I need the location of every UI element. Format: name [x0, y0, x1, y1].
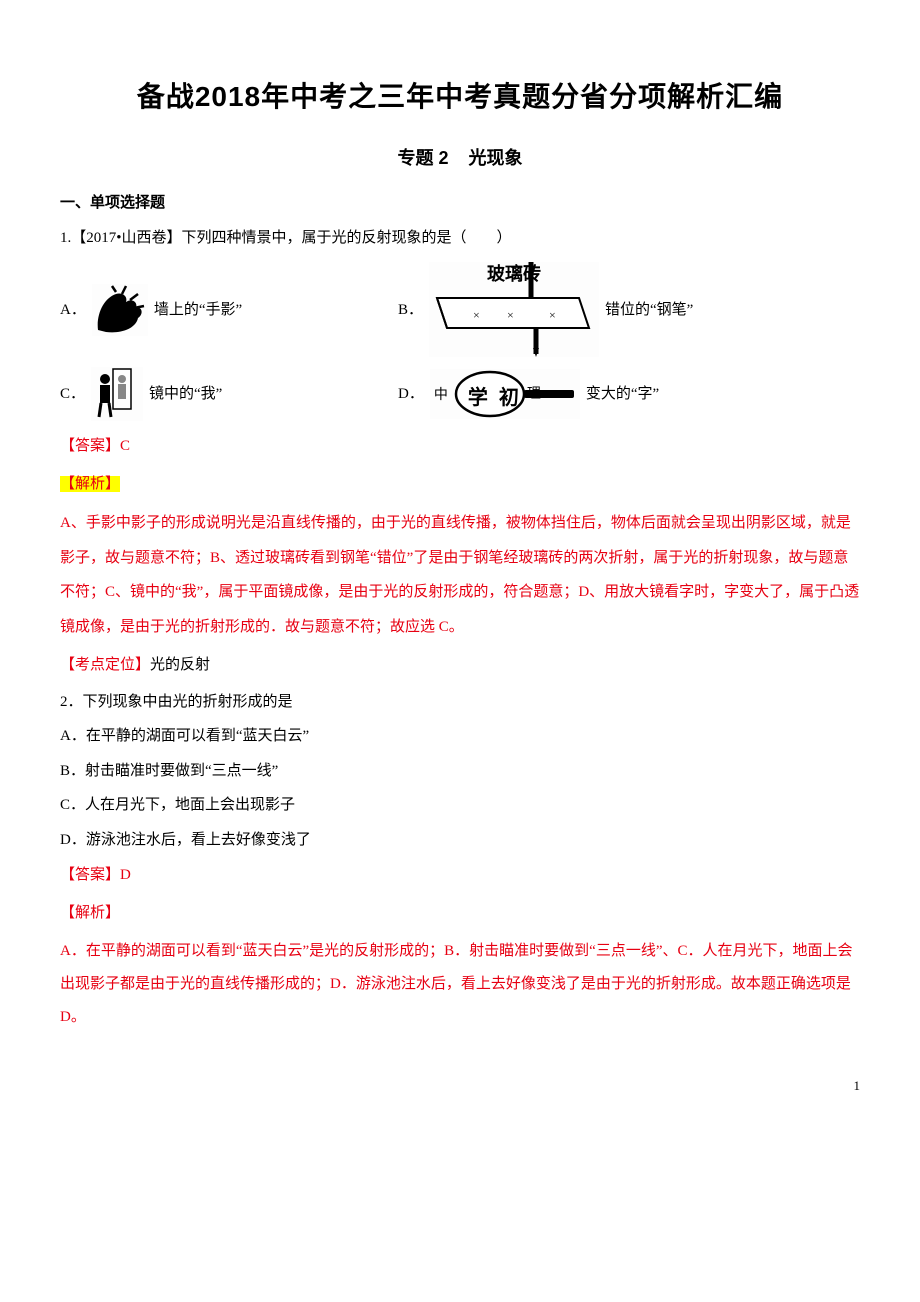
magnifier-icon: 中 学 初 理 [430, 369, 580, 419]
q1-analysis-label: 【解析】 [60, 476, 120, 492]
svg-text:×: × [507, 308, 514, 322]
glass-brick-icon: 玻璃砖 × × × [429, 262, 599, 357]
q1-options-row-1: A． 墙上的“手影” B． 玻璃砖 × × × 错位的“钢笔” [60, 262, 860, 357]
q2-analysis-text: A．在平静的湖面可以看到“蓝天白云”是光的反射形成的；B．射击瞄准时要做到“三点… [60, 935, 860, 1034]
q1-analysis-text: A、手影中影子的形成说明光是沿直线传播的，由于光的直线传播，被物体挡住后，物体后… [60, 506, 860, 644]
q1-analysis-label-wrap: 【解析】 [60, 469, 860, 501]
q1-optC: C． 镜中的“我” [60, 367, 390, 421]
mag-center-chars: 学 初 [468, 379, 522, 417]
q1-optA: A． 墙上的“手影” [60, 284, 390, 336]
section-heading: 一、单项选择题 [60, 189, 860, 218]
opt-letter-c: C． [60, 380, 85, 409]
opt-letter-a: A． [60, 296, 86, 325]
q1-answer: 【答案】C [60, 431, 860, 463]
q2-analysis-label: 【解析】 [60, 898, 860, 930]
q1-optD-desc: 变大的“字” [586, 380, 659, 409]
sub-title-prefix: 专题 2 [397, 148, 448, 168]
opt-letter-d: D． [398, 380, 424, 409]
q1-optC-desc: 镜中的“我” [149, 380, 222, 409]
svg-text:×: × [549, 308, 556, 322]
q1-optB: B． 玻璃砖 × × × 错位的“钢笔” [398, 262, 860, 357]
q1-point-text: 光的反射 [150, 657, 210, 673]
q1-stem: 1.【2017•山西卷】下列四种情景中，属于光的反射现象的是（ ） [60, 224, 860, 253]
hand-shadow-icon [92, 284, 148, 336]
q2-optB: B．射击瞄准时要做到“三点一线” [60, 757, 860, 786]
q1-point-label: 【考点定位】 [60, 657, 150, 673]
q2-optC: C．人在月光下，地面上会出现影子 [60, 791, 860, 820]
q1-optA-desc: 墙上的“手影” [154, 296, 242, 325]
sub-title-text: 光现象 [469, 148, 523, 168]
q1-options-row-2: C． 镜中的“我” D． 中 学 初 理 变大的“字” [60, 367, 860, 421]
opt-letter-b: B． [398, 296, 423, 325]
q2-optA: A．在平静的湖面可以看到“蓝天白云” [60, 722, 860, 751]
mag-right-char: 理 [527, 382, 541, 409]
main-title: 备战2018年中考之三年中考真题分省分项解析汇编 [60, 70, 860, 123]
q1-optD: D． 中 学 初 理 变大的“字” [398, 369, 860, 419]
q1-point: 【考点定位】光的反射 [60, 650, 860, 682]
q2-answer: 【答案】D [60, 860, 860, 892]
q1-optB-desc: 错位的“钢笔” [605, 296, 693, 325]
sub-title: 专题 2 光现象 [60, 141, 860, 175]
svg-text:×: × [473, 308, 480, 322]
mirror-self-icon [91, 367, 143, 421]
q2-stem: 2．下列现象中由光的折射形成的是 [60, 688, 860, 717]
page-number: 1 [60, 1074, 860, 1099]
q2-optD: D．游泳池注水后，看上去好像变浅了 [60, 826, 860, 855]
